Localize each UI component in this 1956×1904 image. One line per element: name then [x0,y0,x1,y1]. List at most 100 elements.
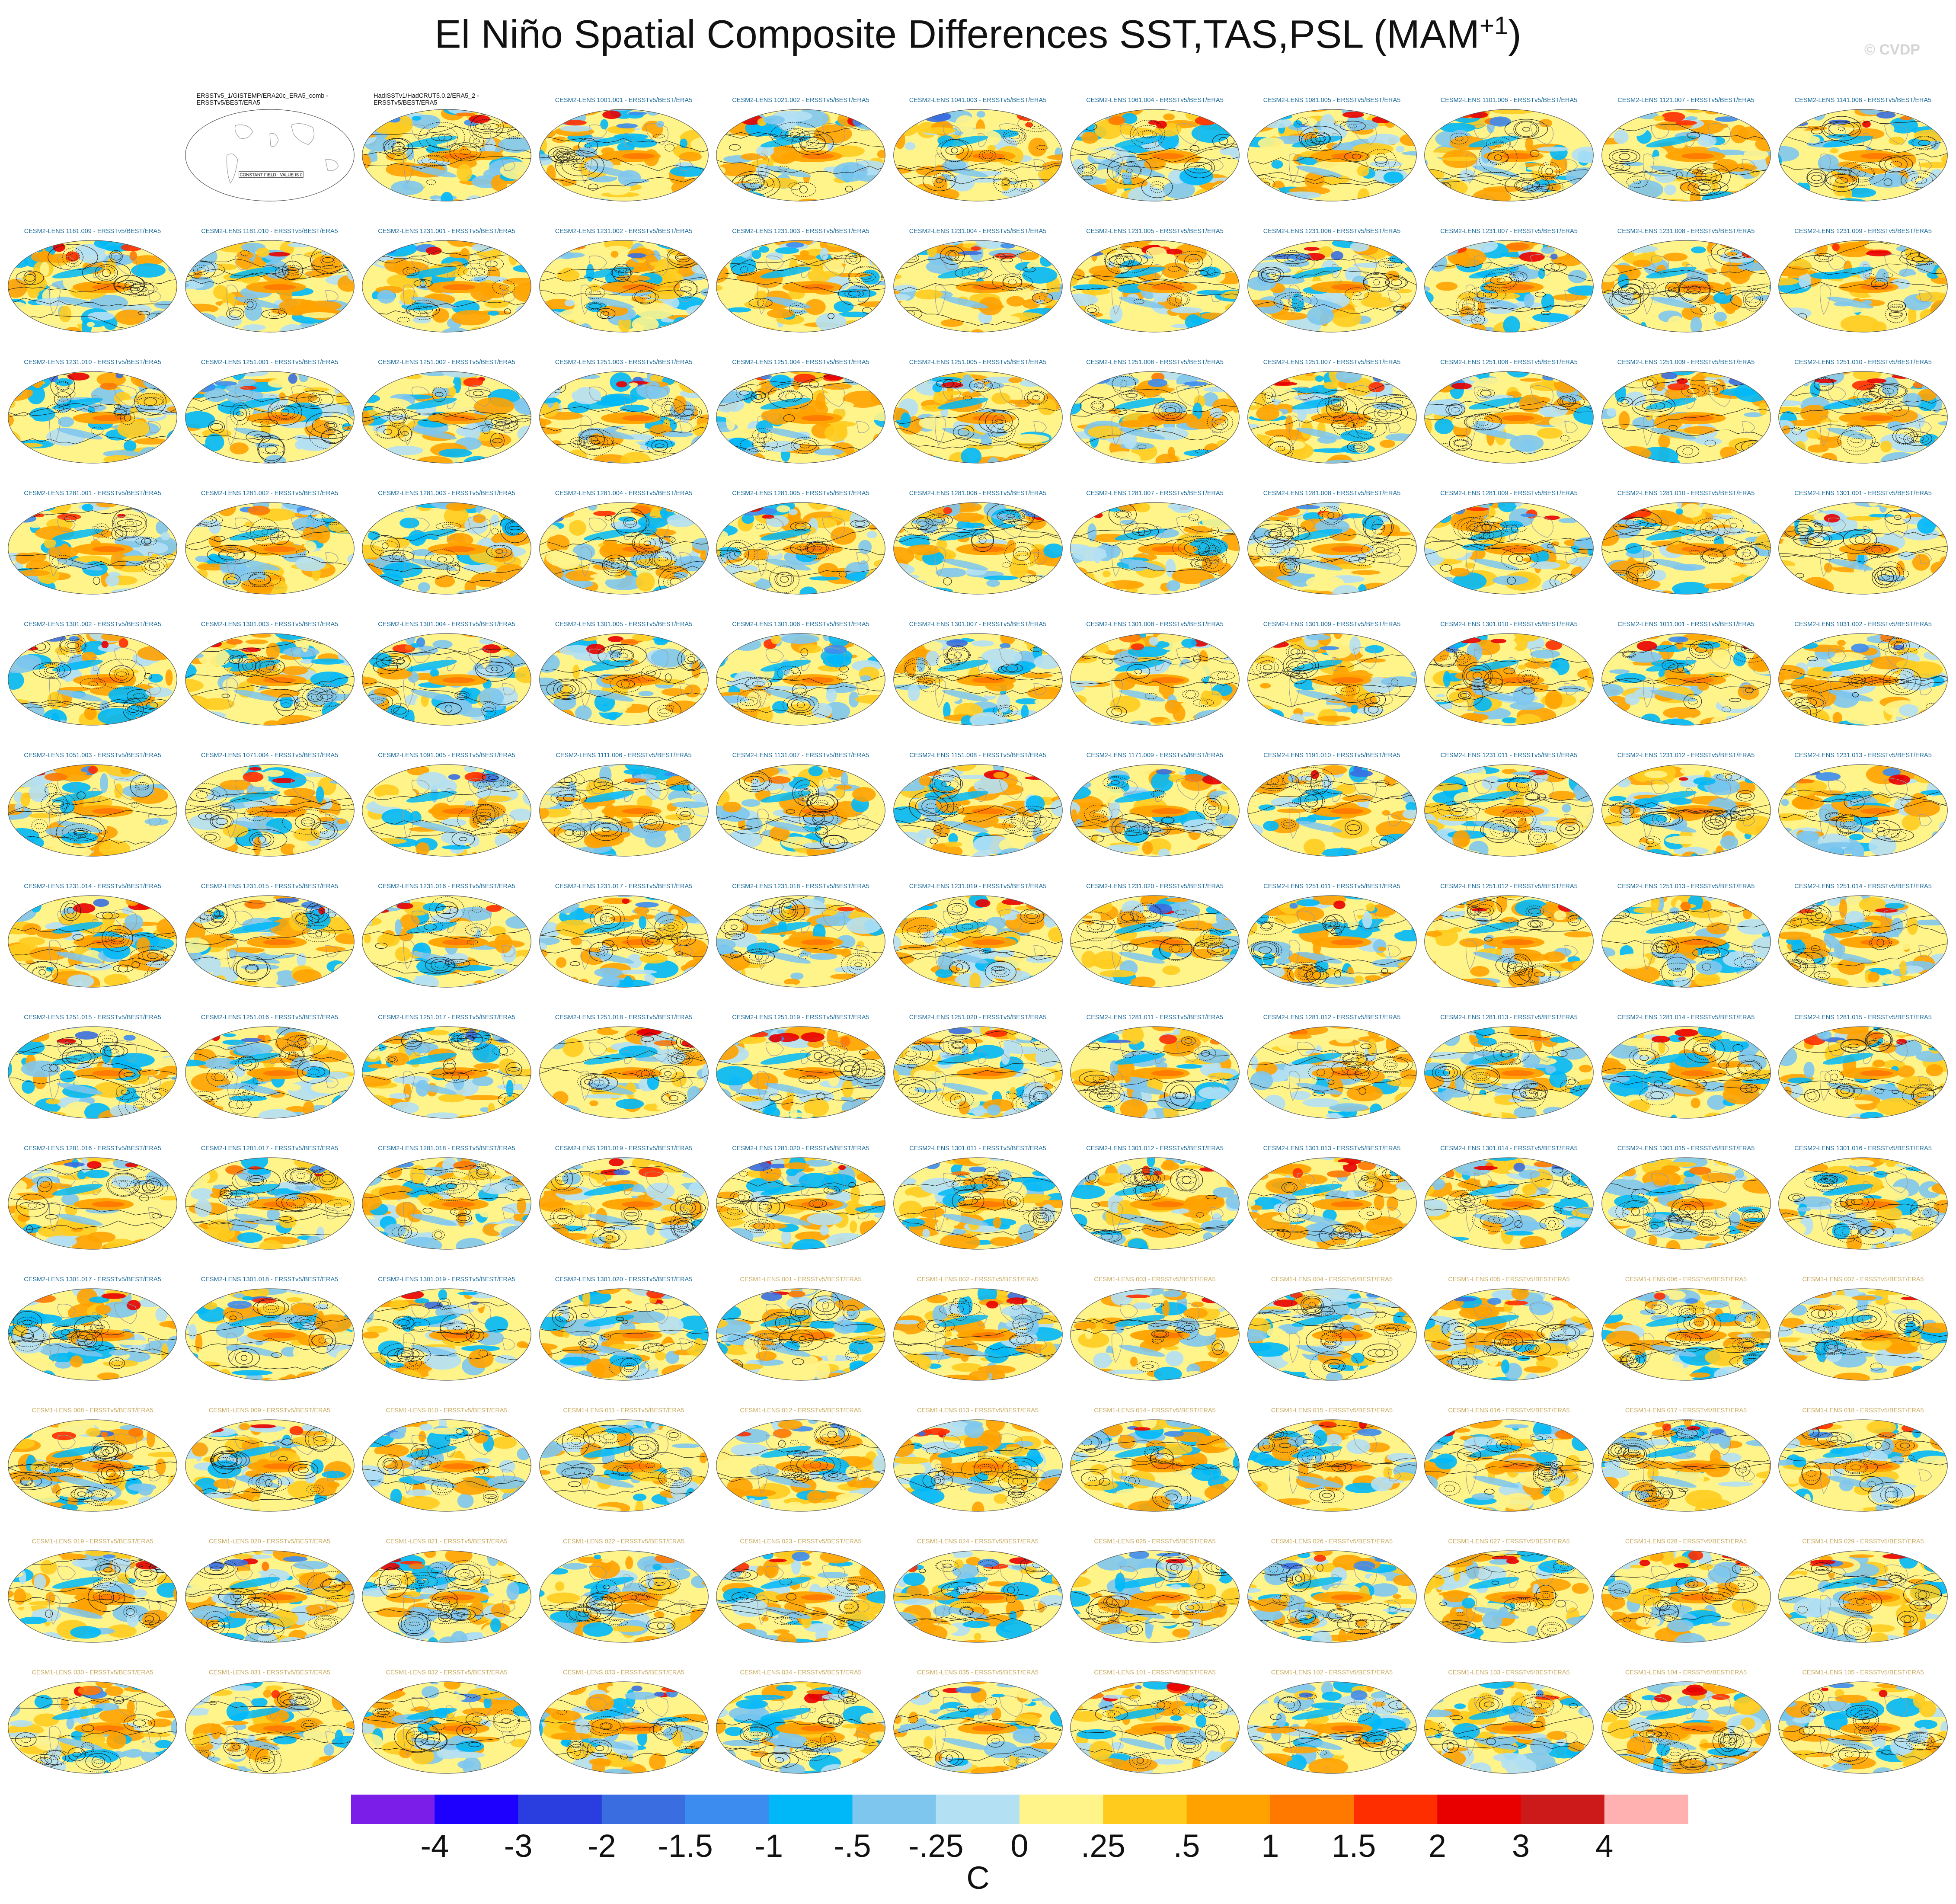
panel-title: CESM1-LENS 031 - ERSSTv5/BEST/ERA5 [208,1669,331,1676]
panel-map [185,633,355,726]
panel-map [716,1157,885,1250]
panel-title: CESM2-LENS 1231.020 - ERSSTv5/BEST/ERA5 [1086,883,1224,890]
panel-title: CESM2-LENS 1301.001 - ERSSTv5/BEST/ERA5 [1794,490,1932,497]
panel-title: CESM2-LENS 1231.016 - ERSSTv5/BEST/ERA5 [378,883,515,890]
panel-map [1778,1026,1948,1119]
panel-map [893,1419,1063,1512]
panel-title: CESM2-LENS 1011.001 - ERSSTv5/BEST/ERA5 [1617,621,1755,628]
panel-title: CESM2-LENS 1281.003 - ERSSTv5/BEST/ERA5 [378,490,515,497]
panel-map [362,895,531,988]
panel-map [1601,1681,1771,1774]
panel-title: CESM2-LENS 1111.006 - ERSSTv5/BEST/ERA5 [556,752,692,759]
panel-map [893,1550,1063,1643]
panel-map [893,764,1063,857]
panel-title: CESM2-LENS 1301.006 - ERSSTv5/BEST/ERA5 [732,621,869,628]
panel-title: CESM2-LENS 1231.017 - ERSSTv5/BEST/ERA5 [555,883,693,890]
panel-title: CESM2-LENS 1231.018 - ERSSTv5/BEST/ERA5 [732,883,869,890]
colorbar-tick-label: -.5 [834,1828,871,1864]
panel-title: CESM2-LENS 1231.009 - ERSSTv5/BEST/ERA5 [1794,228,1932,235]
panel-title: CESM2-LENS 1231.011 - ERSSTv5/BEST/ERA5 [1440,752,1578,759]
panel-map [1247,1026,1417,1119]
panel-map [8,1681,177,1774]
panel-title: CESM1-LENS 102 - ERSSTv5/BEST/ERA5 [1271,1669,1393,1676]
panel-title: CESM2-LENS 1231.005 - ERSSTv5/BEST/ERA5 [1086,228,1224,235]
panel-map [362,240,531,333]
panel-title: CESM1-LENS 035 - ERSSTv5/BEST/ERA5 [917,1669,1039,1676]
colorbar-tick-label: 0 [1010,1828,1029,1864]
panel-map [539,109,709,202]
page-title: El Niño Spatial Composite Differences SS… [0,12,1956,57]
panel-title: CESM2-LENS 1101.006 - ERSSTv5/BEST/ERA5 [1440,97,1578,104]
panel-title: CESM2-LENS 1031.002 - ERSSTv5/BEST/ERA5 [1794,621,1932,628]
panel-map [1424,1681,1594,1774]
panel-title: HadISSTv1/HadCRUT5.0.2/ERA5_2 - ERSSTv5/… [374,93,479,106]
panel-title: CESM2-LENS 1231.001 - ERSSTv5/BEST/ERA5 [378,228,515,235]
panel-title: CESM2-LENS 1071.004 - ERSSTv5/BEST/ERA5 [201,752,339,759]
panel-map [1247,1550,1417,1643]
panel-map [539,240,709,333]
panel-map [8,240,177,333]
colorbar-swatch [1103,1795,1187,1824]
panel-title: CESM2-LENS 1051.003 - ERSSTv5/BEST/ERA5 [24,752,161,759]
panel-title: CESM2-LENS 1281.017 - ERSSTv5/BEST/ERA5 [201,1145,339,1152]
panel-map [539,1550,709,1643]
colorbar-swatch [685,1795,769,1824]
panel-title: CESM2-LENS 1281.004 - ERSSTv5/BEST/ERA5 [555,490,693,497]
panel-title: CESM2-LENS 1141.008 - ERSSTv5/BEST/ERA5 [1794,97,1932,104]
panel-map [716,240,885,333]
panel-title: CESM2-LENS 1121.007 - ERSSTv5/BEST/ERA5 [1617,97,1755,104]
panel-map [539,502,709,595]
colorbar-swatch [1186,1795,1271,1824]
panel-title: CESM2-LENS 1131.007 - ERSSTv5/BEST/ERA5 [732,752,869,759]
panel-map [893,1681,1063,1774]
panel-map [1247,633,1417,726]
panel-map [8,633,177,726]
panel-title: CESM2-LENS 1301.013 - ERSSTv5/BEST/ERA5 [1263,1145,1401,1152]
panel-map [1778,1681,1948,1774]
panel-map [1070,1288,1240,1381]
panel-map [8,1550,177,1643]
panel-map [1070,1419,1240,1512]
title-close: ) [1508,12,1521,57]
panel-title: CESM1-LENS 104 - ERSSTv5/BEST/ERA5 [1625,1669,1747,1676]
panel-map [1778,1288,1948,1381]
panel-title: CESM1-LENS 005 - ERSSTv5/BEST/ERA5 [1448,1276,1570,1283]
colorbar-tick-label: 1.5 [1331,1828,1376,1864]
panel-map [893,371,1063,464]
panel-map [1424,1157,1594,1250]
panel-map: CONSTANT FIELD - VALUE IS 0 [185,109,355,202]
panel-title: CESM2-LENS 1251.016 - ERSSTv5/BEST/ERA5 [201,1014,339,1021]
colorbar-tick-label: -2 [587,1828,616,1864]
colorbar-tick-label: 1 [1261,1828,1279,1864]
panel-map [893,240,1063,333]
panel-map [716,1026,885,1119]
panel-title: CESM2-LENS 1281.002 - ERSSTv5/BEST/ERA5 [201,490,339,497]
panel-title: CESM2-LENS 1191.010 - ERSSTv5/BEST/ERA5 [1263,752,1400,759]
panel-title: CESM2-LENS 1061.004 - ERSSTv5/BEST/ERA5 [1086,97,1224,104]
panel-title: CESM2-LENS 1281.009 - ERSSTv5/BEST/ERA5 [1440,490,1578,497]
panel-map [1601,371,1771,464]
panel-title: CESM2-LENS 1301.011 - ERSSTv5/BEST/ERA5 [909,1145,1046,1152]
panel-map [893,1157,1063,1250]
panel-map [362,1288,531,1381]
panel-map [1601,1157,1771,1250]
panel-title: CESM1-LENS 032 - ERSSTv5/BEST/ERA5 [386,1669,508,1676]
panel-title: CESM2-LENS 1301.002 - ERSSTv5/BEST/ERA5 [24,621,161,628]
panel-map [1070,895,1240,988]
panel-map [1070,1157,1240,1250]
panel-map [716,764,885,857]
colorbar-swatch [936,1795,1020,1824]
panel-map [1424,1288,1594,1381]
panel-map [185,1550,355,1643]
panel-title: CESM2-LENS 1281.008 - ERSSTv5/BEST/ERA5 [1263,490,1401,497]
panel-map [1778,1550,1948,1643]
panel-map [539,1026,709,1119]
panel-title: CESM2-LENS 1281.018 - ERSSTv5/BEST/ERA5 [378,1145,515,1152]
colorbar-tick-label: -4 [420,1828,449,1864]
panel-map [1424,1026,1594,1119]
panel-title: CESM2-LENS 1281.019 - ERSSTv5/BEST/ERA5 [555,1145,693,1152]
panel-title: CESM2-LENS 1231.012 - ERSSTv5/BEST/ERA5 [1617,752,1755,759]
panel-title: CESM2-LENS 1251.019 - ERSSTv5/BEST/ERA5 [732,1014,869,1021]
colorbar-tick-label: 2 [1428,1828,1446,1864]
panel-title: CESM2-LENS 1281.005 - ERSSTv5/BEST/ERA5 [732,490,869,497]
